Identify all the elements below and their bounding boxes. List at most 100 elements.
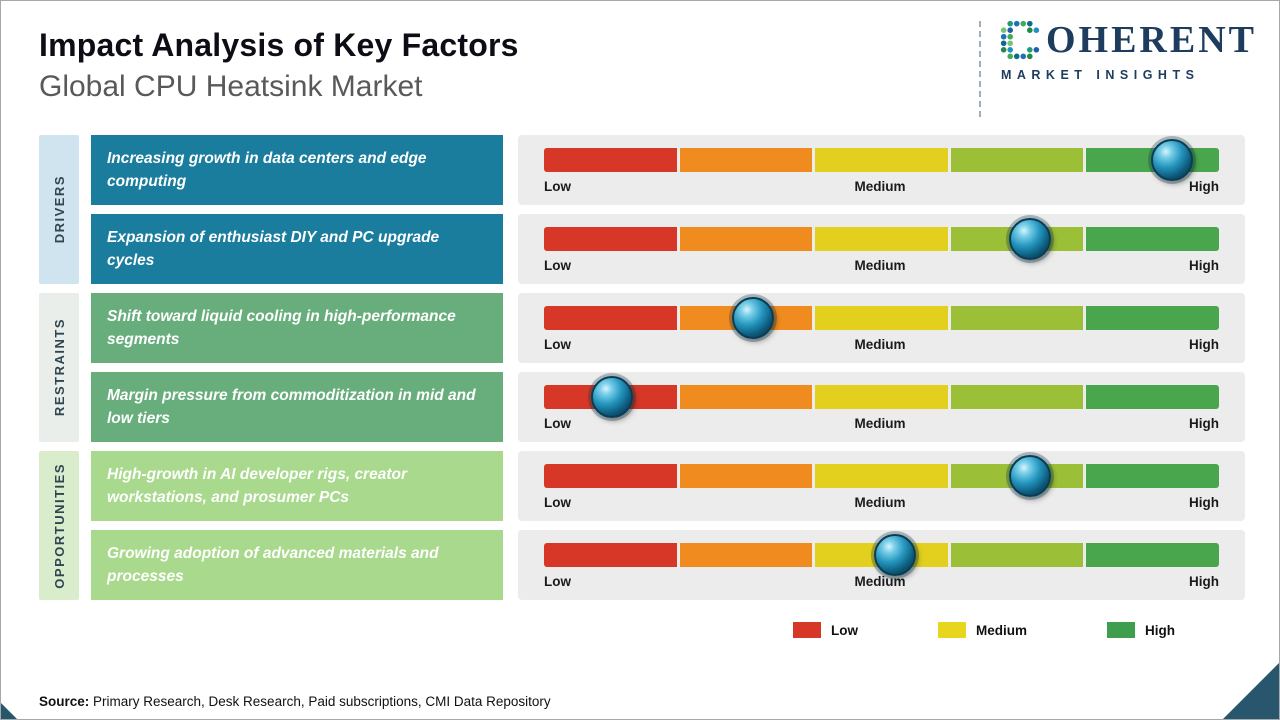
- impact-scale-panel: Low Medium High: [518, 372, 1245, 442]
- category-strip-drivers: DRIVERS: [39, 135, 79, 284]
- bar-segment-1: [544, 543, 677, 567]
- scale-label-high: High: [1188, 337, 1219, 352]
- bar-segment-2: [679, 148, 813, 172]
- impact-scale-panel: Low Medium High: [518, 293, 1245, 363]
- impact-marker: [1009, 455, 1051, 497]
- bar-segment-4: [950, 148, 1084, 172]
- category-strip-opportunities: OPPORTUNITIES: [39, 451, 79, 600]
- category-label: DRIVERS: [51, 175, 67, 244]
- impact-scale-panel: Low Medium High: [518, 214, 1245, 284]
- factor-box: Expansion of enthusiast DIY and PC upgra…: [91, 214, 503, 284]
- factor-box: Increasing growth in data centers and ed…: [91, 135, 503, 205]
- factor-box: Growing adoption of advanced materials a…: [91, 530, 503, 600]
- scale-label-low: Low: [544, 574, 571, 589]
- bar-segment-2: [679, 227, 813, 251]
- legend-swatch-low: [792, 622, 821, 638]
- coherent-logo: OHERENT MARKET INSIGHTS: [999, 19, 1257, 82]
- impact-marker: [1150, 139, 1193, 181]
- logo-text: OHERENT: [1045, 19, 1257, 61]
- factor-box: High-growth in AI developer rigs, creato…: [91, 451, 503, 521]
- dashed-divider: [978, 21, 981, 117]
- bar-segment-3: [815, 148, 948, 172]
- category-strip-restraints: RESTRAINTS: [39, 293, 79, 442]
- impact-bar: [544, 376, 1219, 418]
- logo-tagline: MARKET INSIGHTS: [1000, 68, 1200, 82]
- corner-decoration-bottom-left: [1, 703, 17, 719]
- scale-label-medium: Medium: [854, 416, 906, 431]
- factor-box: Shift toward liquid cooling in high-perf…: [91, 293, 503, 363]
- impact-scale-panel: Low Medium High: [518, 135, 1245, 205]
- legend-label-high: High: [1145, 622, 1175, 638]
- scale-label-medium: Medium: [854, 258, 906, 273]
- impact-bar: [544, 534, 1219, 576]
- bar-segment-3: [815, 385, 948, 409]
- scale-label-high: High: [1188, 258, 1219, 273]
- impact-bar: [544, 455, 1219, 497]
- scale-label-low: Low: [544, 495, 571, 510]
- factor-row: Expansion of enthusiast DIY and PC upgra…: [91, 214, 1245, 284]
- title-block: Impact Analysis of Key Factors Global CP…: [39, 27, 519, 104]
- bar-segment-1: [544, 148, 677, 172]
- impact-chart: DRIVERS Increasing growth in data center…: [39, 135, 1245, 600]
- factor-row: Margin pressure from commoditization in …: [91, 372, 1245, 442]
- page-subtitle: Global CPU Heatsink Market: [39, 70, 423, 103]
- legend-swatch-medium: [937, 622, 966, 638]
- factor-row: Increasing growth in data centers and ed…: [91, 135, 1245, 205]
- impact-scale-panel: Low Medium High: [518, 451, 1245, 521]
- factor-text: Shift toward liquid cooling in high-perf…: [107, 307, 456, 348]
- factor-row: Shift toward liquid cooling in high-perf…: [91, 293, 1245, 363]
- bar-segment-5: [1086, 227, 1219, 251]
- factor-box: Margin pressure from commoditization in …: [91, 372, 503, 442]
- bar-segment-4: [950, 306, 1084, 330]
- scale-label-high: High: [1188, 416, 1219, 431]
- bar-segment-4: [950, 543, 1084, 567]
- impact-scale-panel: Low Medium High: [518, 530, 1245, 600]
- impact-marker: [732, 297, 775, 339]
- scale-label-high: High: [1188, 179, 1219, 194]
- bar-segment-2: [679, 385, 813, 409]
- scale-label-low: Low: [544, 258, 571, 273]
- legend-item-low: Low: [792, 622, 858, 638]
- coherent-mosaic-c-icon: [1000, 20, 1040, 60]
- factor-text: Increasing growth in data centers and ed…: [107, 149, 427, 190]
- source-note: Source: Primary Research, Desk Research,…: [39, 694, 551, 709]
- bar-segment-5: [1086, 543, 1219, 567]
- legend-item-high: High: [1107, 622, 1175, 638]
- source-text: Primary Research, Desk Research, Paid su…: [89, 694, 551, 709]
- bar-segment-5: [1086, 306, 1219, 330]
- bar-segment-2: [679, 464, 813, 488]
- category-label: OPPORTUNITIES: [51, 462, 67, 589]
- impact-bar: [544, 139, 1219, 181]
- factor-row: Growing adoption of advanced materials a…: [91, 530, 1245, 600]
- legend-label-low: Low: [830, 622, 858, 638]
- factor-text: Margin pressure from commoditization in …: [107, 386, 476, 427]
- legend-swatch-high: [1107, 622, 1135, 638]
- page-title: Impact Analysis of Key Factors: [39, 27, 519, 63]
- legend-item-medium: Medium: [937, 622, 1027, 638]
- scale-label-low: Low: [544, 179, 571, 194]
- impact-bar: [544, 297, 1219, 339]
- bar-segment-1: [544, 464, 677, 488]
- scale-label-medium: Medium: [854, 179, 906, 194]
- bar-segment-4: [950, 385, 1084, 409]
- scale-label-medium: Medium: [854, 495, 906, 510]
- impact-marker: [874, 534, 916, 576]
- header: Impact Analysis of Key Factors Global CP…: [1, 1, 1279, 117]
- bar-segment-2: [679, 543, 813, 567]
- factor-text: Growing adoption of advanced materials a…: [107, 544, 439, 585]
- bar-segment-3: [815, 464, 948, 488]
- legend-label-medium: Medium: [975, 622, 1027, 638]
- bar-segment-1: [544, 306, 677, 330]
- scale-label-medium: Medium: [854, 337, 906, 352]
- impact-bar: [544, 218, 1219, 260]
- scale-label-low: Low: [544, 337, 571, 352]
- factor-text: Expansion of enthusiast DIY and PC upgra…: [107, 228, 440, 269]
- factor-row: High-growth in AI developer rigs, creato…: [91, 451, 1245, 521]
- brand-block: OHERENT MARKET INSIGHTS: [978, 19, 1263, 117]
- group-opportunities: OPPORTUNITIES High-growth in AI develope…: [39, 451, 1245, 600]
- bar-segment-3: [815, 306, 948, 330]
- factor-text: High-growth in AI developer rigs, creato…: [107, 465, 407, 506]
- group-drivers: DRIVERS Increasing growth in data center…: [39, 135, 1245, 284]
- corner-decoration-bottom-right: [1223, 663, 1279, 719]
